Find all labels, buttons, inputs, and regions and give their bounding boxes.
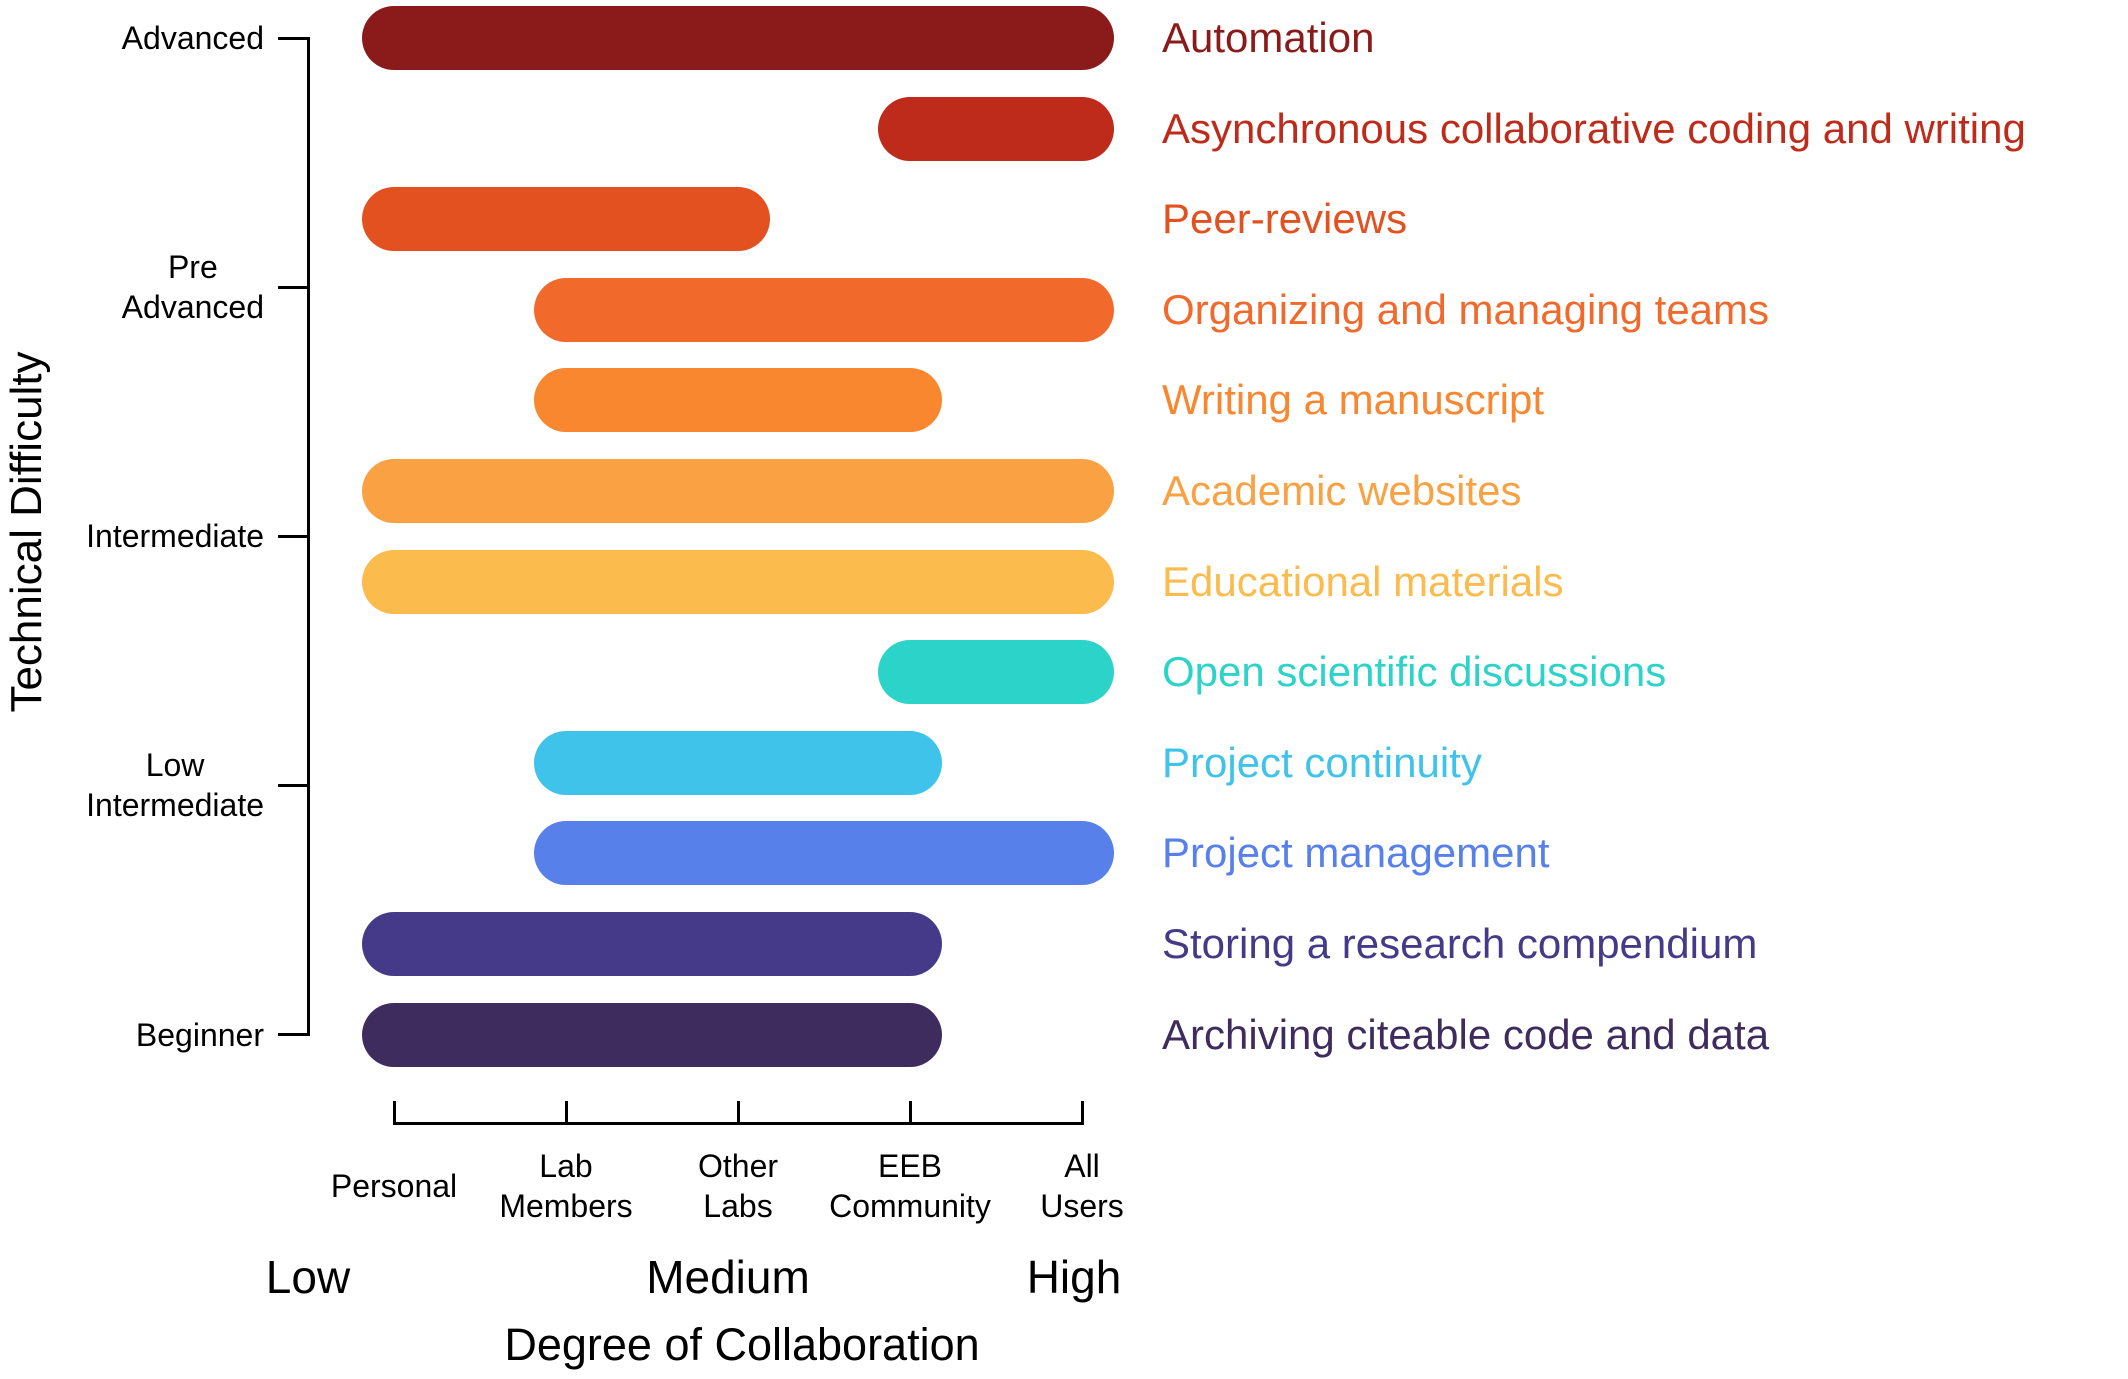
bar-academic-websites <box>362 459 1114 523</box>
y-axis-tick <box>278 285 307 289</box>
x-tick-label-all-users: All Users <box>1040 1146 1124 1226</box>
x-axis-tick <box>908 1101 912 1122</box>
x-axis-title: Degree of Collaboration <box>504 1319 980 1370</box>
x-tick-label-line: All <box>1064 1148 1100 1184</box>
x-tick-label-personal: Personal <box>331 1166 457 1206</box>
y-axis-tick <box>278 534 307 538</box>
y-tick-label-line: Intermediate <box>86 518 264 555</box>
x-tick-label-eeb-community: EEB Community <box>829 1146 991 1226</box>
x-tick-label-line: Users <box>1040 1188 1124 1224</box>
x-tick-label-line: Lab <box>539 1148 593 1184</box>
x-axis-tick <box>392 1101 396 1122</box>
bar-label-storing-a-research-compendium: Storing a research compendium <box>1162 920 1758 967</box>
bar-label-automation: Automation <box>1162 14 1375 61</box>
x-scale-label-low: Low <box>265 1251 351 1303</box>
x-axis-tick <box>564 1101 568 1122</box>
bar-peer-reviews <box>362 187 770 252</box>
bar-project-management <box>534 821 1114 886</box>
bar-writing-a-manuscript <box>534 368 942 433</box>
bar-asynchronous-collaborative-coding-and-writing <box>878 96 1114 161</box>
y-tick-label-intermediate: Intermediate <box>86 516 264 556</box>
y-tick-label-low-intermediate: Low Intermediate <box>86 745 264 825</box>
y-tick-label-line: Intermediate <box>86 787 264 824</box>
y-tick-label-pre-advanced: Pre Advanced <box>122 247 264 327</box>
x-tick-label-lab-members: Lab Members <box>499 1146 632 1226</box>
y-axis-title: Technical Difficulty <box>2 351 51 713</box>
x-tick-label-line: Community <box>829 1188 991 1224</box>
bar-label-project-management: Project management <box>1162 829 1550 877</box>
bar-open-scientific-discussions <box>878 640 1114 705</box>
x-scale-label-high: High <box>1026 1251 1122 1303</box>
x-tick-label-line: EEB <box>877 1148 943 1184</box>
x-axis-line <box>392 1122 1084 1125</box>
bar-project-continuity <box>534 730 942 795</box>
y-tick-label-line: Advanced <box>121 20 264 56</box>
y-tick-label-line: Beginner <box>135 1016 264 1053</box>
bar-label-academic-websites: Academic websites <box>1162 467 1522 514</box>
y-axis-tick <box>278 36 307 40</box>
y-axis-line <box>307 36 310 1037</box>
bar-label-open-scientific-discussions: Open scientific discussions <box>1162 648 1667 696</box>
bar-archiving-citeable-code-and-data <box>362 1002 942 1067</box>
y-tick-label-line: Advanced <box>121 289 264 326</box>
bar-label-archiving-citeable-code-and-data: Archiving citeable code and data <box>1162 1010 1770 1058</box>
y-tick-label-line: Pre <box>167 249 218 286</box>
x-tick-label-line: Members <box>499 1188 633 1224</box>
y-axis-tick <box>278 1033 307 1037</box>
bar-organizing-and-managing-teams <box>534 277 1114 342</box>
x-axis-tick <box>1080 1101 1084 1122</box>
x-tick-label-line: Other <box>697 1148 779 1184</box>
bar-label-writing-a-manuscript: Writing a manuscript <box>1162 376 1545 424</box>
y-tick-label-beginner: Beginner <box>136 1015 264 1055</box>
x-tick-label-line: Personal <box>330 1168 458 1204</box>
bar-label-asynchronous-collaborative-coding-and-writing: Asynchronous collaborative coding and wr… <box>1162 104 2026 152</box>
x-scale-label-medium: Medium <box>646 1251 810 1303</box>
bar-label-project-continuity: Project continuity <box>1162 738 1482 786</box>
bar-educational-materials <box>362 549 1114 614</box>
bar-label-organizing-and-managing-teams: Organizing and managing teams <box>1162 285 1770 333</box>
bar-storing-a-research-compendium <box>362 912 942 976</box>
bar-label-peer-reviews: Peer-reviews <box>1162 195 1408 243</box>
bar-label-educational-materials: Educational materials <box>1162 557 1564 605</box>
x-axis-tick <box>736 1101 740 1122</box>
bar-automation <box>362 6 1114 70</box>
y-tick-label-advanced: Advanced <box>122 18 264 58</box>
y-tick-label-line: Low <box>145 747 205 784</box>
x-tick-label-line: Labs <box>703 1188 773 1224</box>
y-axis-tick <box>278 783 307 787</box>
x-tick-label-other-labs: Other Labs <box>698 1146 778 1226</box>
